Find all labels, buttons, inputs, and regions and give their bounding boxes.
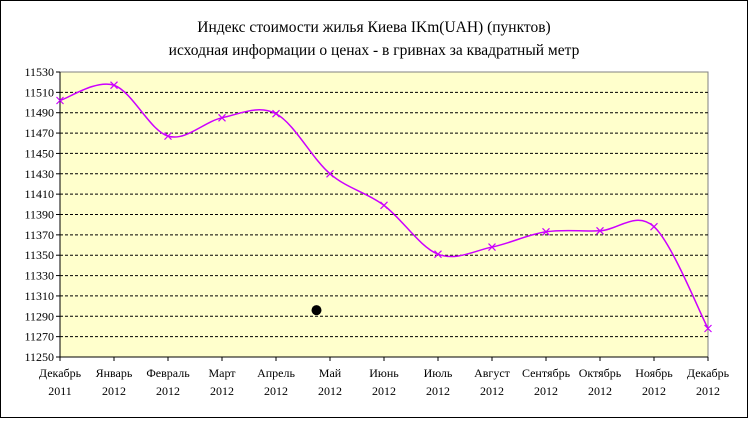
y-tick-label: 11270 — [24, 330, 54, 344]
grid-lines — [60, 91, 708, 338]
data-point — [542, 227, 550, 236]
x-tick-label: Март 2012 — [208, 366, 236, 398]
data-point — [56, 96, 64, 105]
y-tick-label: 11490 — [24, 106, 54, 120]
x-tick-label: Февраль 2012 — [146, 366, 190, 398]
data-point — [218, 113, 226, 122]
y-tick-label: 11390 — [24, 208, 54, 222]
x-tick-label: Июнь 2012 — [369, 366, 399, 398]
data-point — [488, 243, 496, 251]
data-point — [434, 250, 442, 259]
x-tick-label: Декабрь 2012 — [687, 366, 730, 398]
data-point — [326, 169, 334, 178]
y-tick-label: 11450 — [24, 146, 54, 160]
x-tick-label: Декабрь 2011 — [39, 366, 82, 398]
y-tick-label: 11310 — [24, 289, 54, 303]
y-tick-label: 11290 — [24, 309, 54, 323]
x-tick-label: Сентябрь 2012 — [522, 366, 571, 398]
data-point — [704, 324, 712, 333]
data-point — [380, 201, 388, 210]
x-tick-label: Октябрь 2012 — [579, 366, 622, 398]
y-tick-label: 11410 — [24, 187, 54, 201]
y-tick-label: 11470 — [24, 126, 54, 140]
y-tick-label: 11510 — [24, 85, 54, 99]
x-tick-label: Август 2012 — [474, 366, 511, 398]
data-point — [110, 81, 118, 90]
series-markers — [56, 81, 712, 333]
annotation-dot — [311, 305, 322, 316]
y-tick-label: 11330 — [24, 269, 54, 283]
y-axis: 11530 11510 11490 11470 11450 11430 11410 11390… — [24, 65, 61, 364]
chart-title: Индекс стоимости жилья Киева IKm(UAH) (п… — [197, 19, 550, 36]
chart-subtitle: исходная информации о ценах - в гривнах … — [169, 42, 580, 59]
y-tick-label: 11430 — [24, 167, 54, 181]
x-tick-label: Ноябрь 2012 — [635, 366, 673, 398]
y-tick-label: 11370 — [24, 228, 54, 242]
x-axis: Декабрь 2011 Январь 2012 Февраль 2012 Март 2012… — [39, 356, 730, 398]
data-point — [596, 226, 604, 235]
x-tick-label: Июль 2012 — [424, 366, 453, 398]
data-point — [272, 109, 280, 118]
y-tick-label: 11530 — [24, 65, 54, 79]
data-point — [650, 222, 658, 231]
y-tick-label: 11250 — [24, 350, 54, 364]
x-tick-label: Май 2012 — [318, 366, 342, 398]
data-point — [164, 132, 172, 141]
x-tick-label: Январь 2012 — [96, 366, 133, 398]
y-tick-label: 11350 — [24, 248, 54, 262]
x-tick-label: Апрель 2012 — [257, 366, 295, 398]
